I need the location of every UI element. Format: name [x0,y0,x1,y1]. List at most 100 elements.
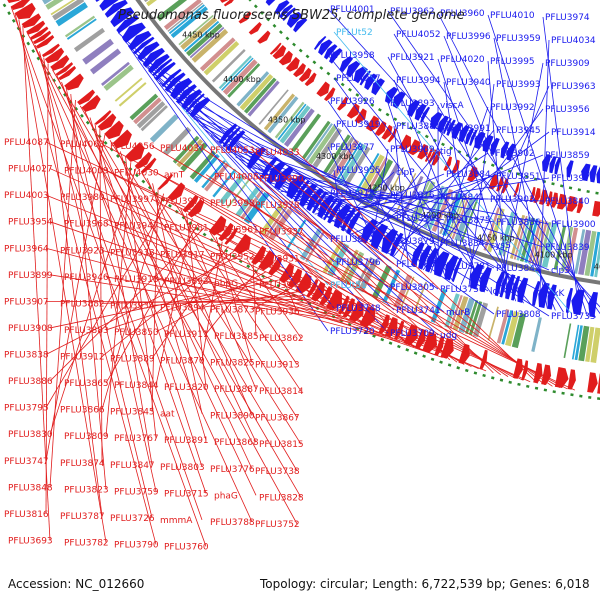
annotation-stripe [358,258,379,293]
annotation-stripe [66,18,97,40]
gene-arrow [547,284,557,310]
gene-arrow [121,22,146,43]
gene-label-forward: PFLU3937 [259,228,304,238]
annotation-stripe [172,135,200,164]
gene-label-forward: PFLU3752 [255,520,300,530]
gene-label-reverse: clpS [551,266,570,276]
annotation-stripe [211,49,246,83]
gene-arrow [371,78,385,96]
gene-label-reverse: PFLU3872 [330,235,375,245]
gene-arrow [161,68,182,88]
leader-line-reverse [159,82,544,294]
annotation-stripe [64,15,96,38]
leader-line-forward [255,229,415,348]
leader-line-reverse [349,154,544,236]
gene-label-forward: PFLU3911 [164,330,209,340]
gene-label-forward: PFLU3980 [60,193,105,203]
annotation-stripe [146,0,157,7]
annotation-stripe [574,229,586,274]
gene-arrow [58,65,77,81]
leader-line-forward [255,176,501,376]
gene-label-reverse: PFLU3805 [390,283,435,293]
annotation-stripe [578,229,592,276]
gene-arrow [44,47,65,64]
gene-label-forward: PFLU3825 [210,359,255,369]
annotation-stripe [186,23,223,57]
leader-line-forward [251,255,373,331]
annotation-stripe [553,225,567,270]
reverse-strand-labels: PFLU4001 PFLU3962 PFLU3960 PFLU4010 PFLU3974… [330,5,596,341]
annotation-stripe [454,197,476,242]
annotation-stripe [307,124,338,165]
leader-line-forward [61,81,207,494]
gene-arrow [513,182,520,198]
leader-line-forward [89,117,203,467]
gene-arrow [420,106,431,123]
gene-label-forward: PFLU3862 [259,334,304,344]
annotation-stripe [219,174,245,205]
gene-arrow [133,36,155,55]
leader-line-forward [99,128,103,463]
gene-label-reverse: tig [440,147,452,157]
gene-label-forward: PFLU4063 [60,140,105,150]
gene-label-forward: PFLU3946 [64,273,109,283]
gene-arrow [464,127,475,145]
gene-label-forward: PFLU3816 [4,510,49,520]
leader-line-reverse [385,131,550,254]
gene-label-reverse: PFLU3875 [446,216,491,226]
gene-label-forward: PFLU3838 [4,351,49,361]
leader-line-forward [180,208,257,390]
gene-label-forward: PFLU3885 [214,332,259,342]
annotation-stripe [168,4,205,35]
annotation-stripe [133,97,162,125]
annotation-stripe [322,240,344,274]
gene-label-forward: PFLU3865 [64,379,109,389]
leader-line-forward [151,188,159,412]
leader-line-forward [49,99,76,488]
gene-label-reverse: PFLU3879 [390,237,435,247]
gene-label-reverse: PFLU3909 [545,59,590,69]
leader-line-forward [101,250,235,357]
gene-label-forward: PFLU3830 [8,430,53,440]
annotation-stripe [498,211,515,256]
annotation-stripe [82,38,114,65]
gene-arrow [549,156,557,174]
gene-label-reverse: PFLU3995 [490,57,535,67]
annotation-stripe [590,327,600,363]
gene-label-forward: PFLU3823 [64,485,109,495]
annotation-stripe [323,134,351,174]
leader-line-reverse [387,102,447,280]
leader-line-forward [56,75,257,496]
gene-arrow [220,0,229,3]
gene-arrow [365,115,379,132]
gene-label-reverse: PFLU3841 [440,193,485,203]
gene-label-reverse: PFLU3958 [330,51,375,61]
annotation-stripe [584,230,597,276]
gene-arrow [597,373,600,394]
gene-arrow [50,55,70,71]
gene-label-forward: PFLU3961 [214,226,259,236]
gene-label-forward: PFLU3990 [259,175,304,185]
gene-arrow [381,124,393,140]
gene-label-forward: PFLU4003 [4,191,49,201]
gene-label-forward: PFLU3795 [4,404,49,414]
gene-label-reverse: PFLU4010 [490,11,535,21]
gene-arrow [293,62,306,78]
annotation-stripe [221,57,254,91]
leader-line-forward [101,249,394,340]
gene-arrow [521,360,529,381]
gene-arrow [323,44,338,60]
annotation-stripe [534,221,548,266]
annotation-stripe [55,2,88,27]
annotation-stripe [531,317,542,352]
gene-arrow [148,53,170,74]
annotation-stripe [563,323,572,359]
gene-arrow [64,73,84,91]
annotation-stripe [505,311,520,347]
leader-line-reverse [499,62,544,297]
gene-arrow [316,81,330,97]
annotation-stripe [590,231,600,277]
gene-arrow [272,44,287,60]
gene-label-forward: PFLU4030 [114,169,159,179]
